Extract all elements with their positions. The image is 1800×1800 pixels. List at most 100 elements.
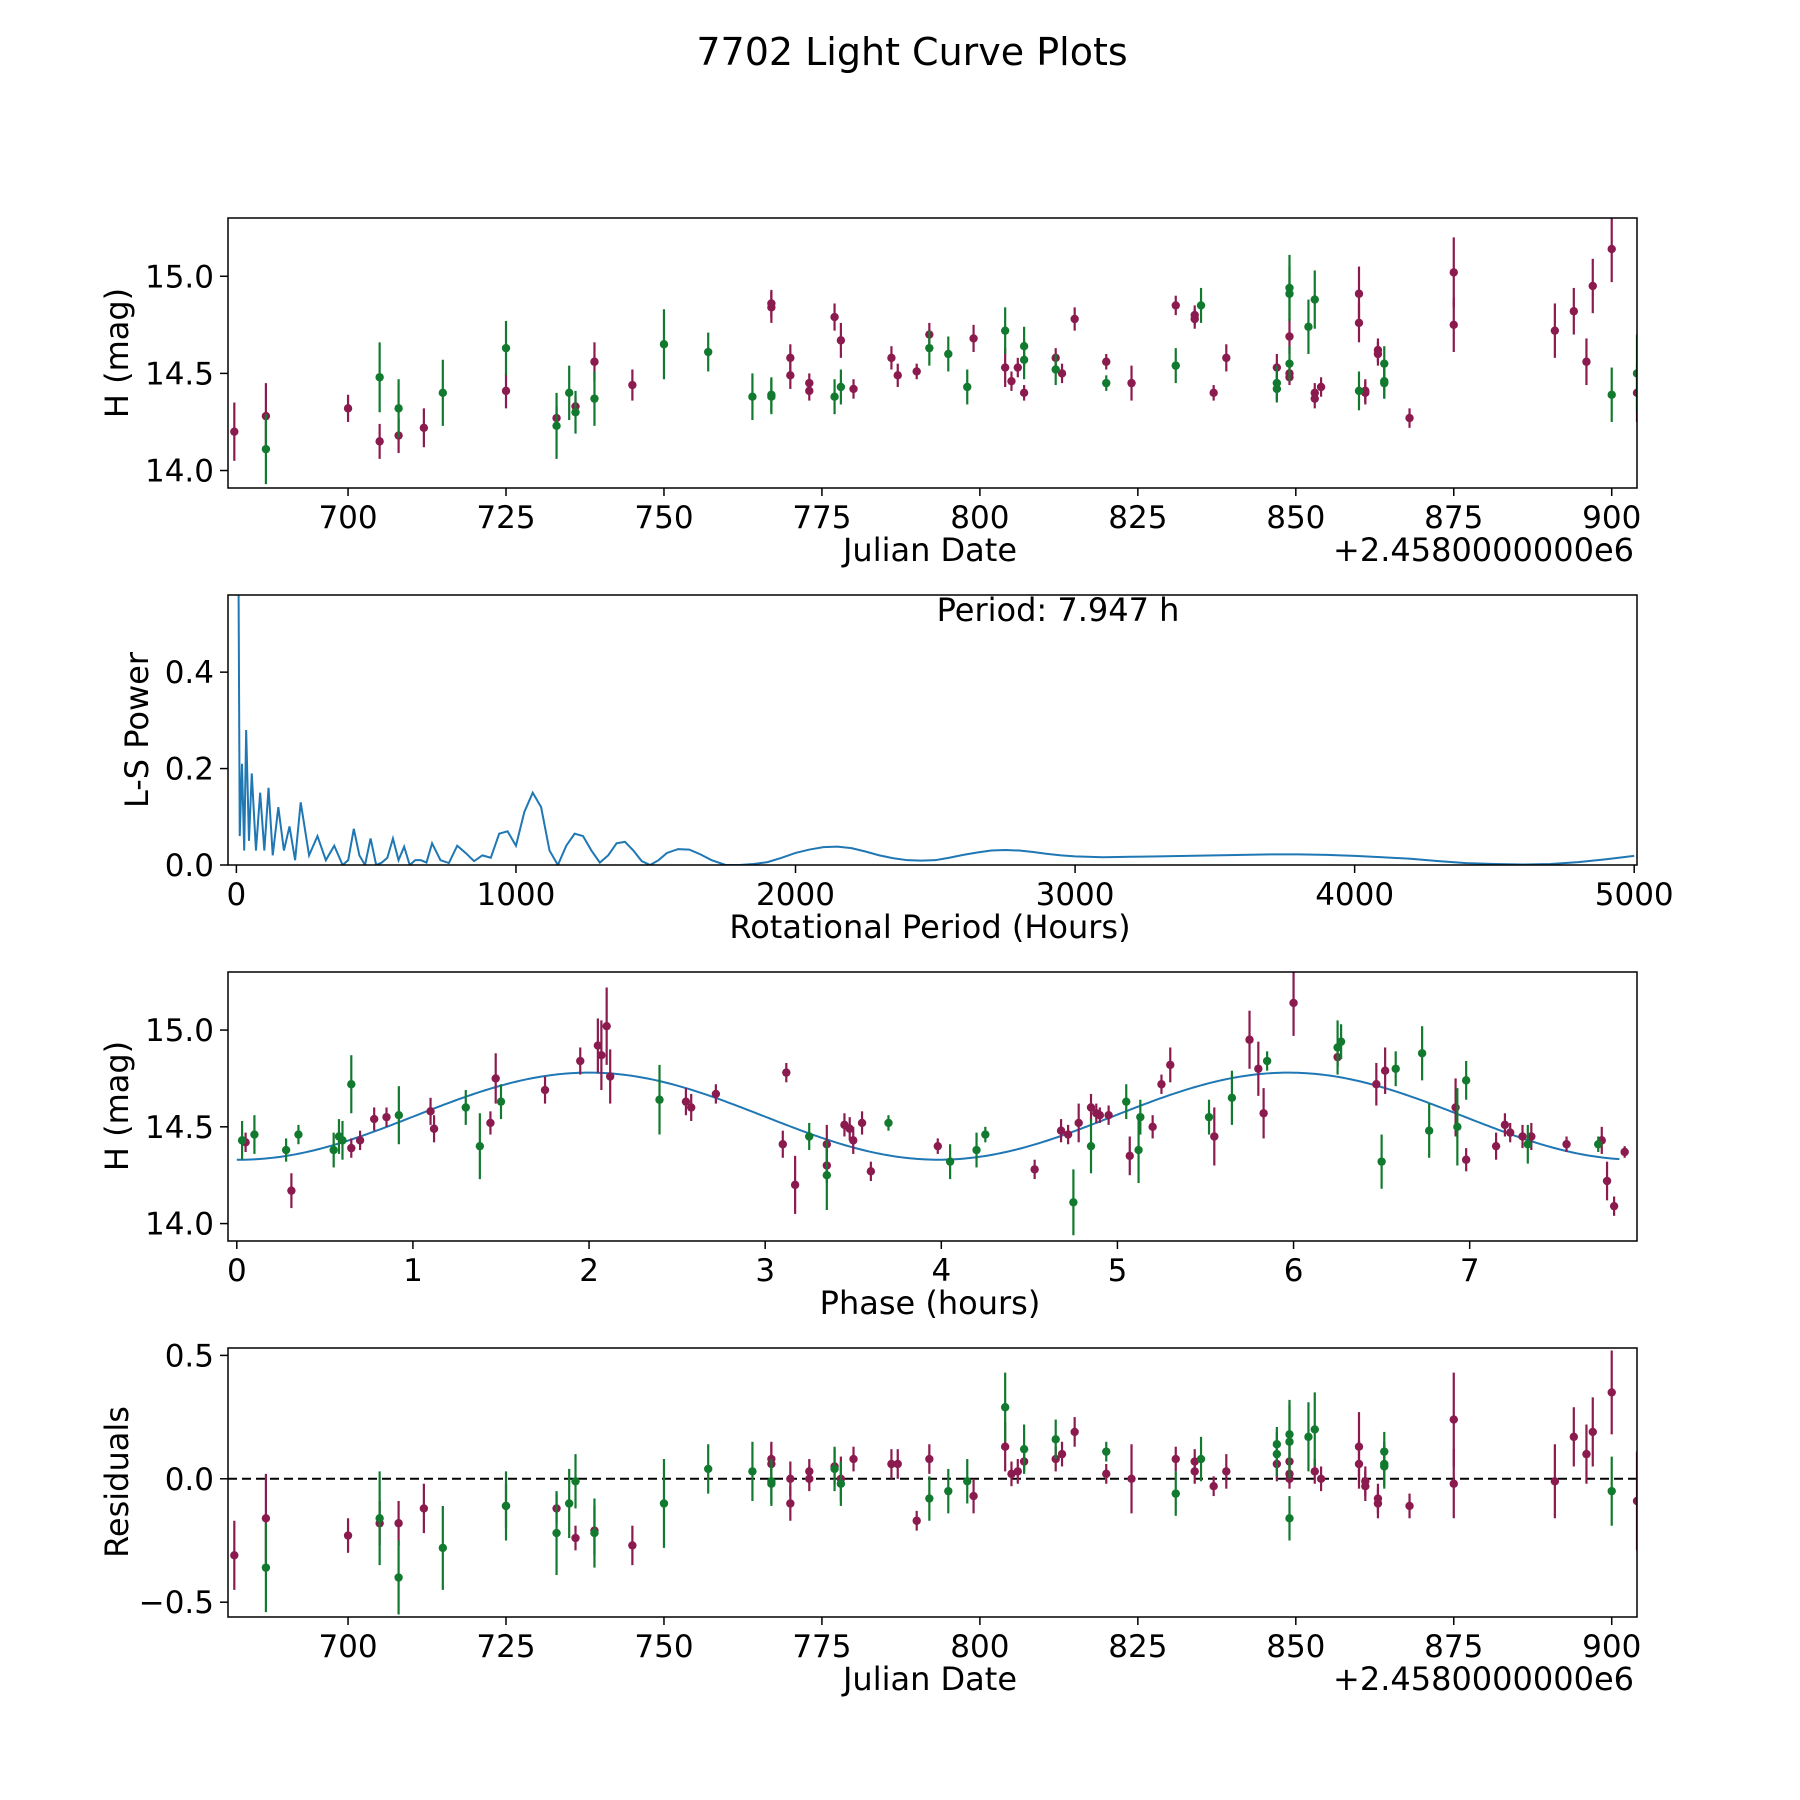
green-data-point	[944, 336, 953, 372]
green-data-point	[438, 1505, 448, 1590]
data-marker	[564, 388, 574, 398]
red-data-point	[540, 1076, 550, 1104]
red-data-point	[1222, 344, 1231, 372]
data-marker	[925, 1494, 934, 1503]
data-marker	[1171, 1454, 1180, 1464]
green-data-point	[1523, 1124, 1533, 1164]
data-marker	[1056, 1126, 1066, 1135]
data-marker	[375, 437, 384, 446]
data-marker	[1582, 1449, 1591, 1459]
data-marker	[1361, 1482, 1370, 1491]
data-marker	[1070, 314, 1079, 324]
residuals-panel: 700 725 750 775 800 825 850 875 900 −0.5 0.0 0.5	[139, 1338, 1642, 1665]
green-data-point	[294, 1124, 303, 1145]
data-marker	[1171, 1489, 1180, 1498]
data-marker	[659, 1499, 669, 1508]
green-data-point	[1380, 367, 1389, 399]
green-data-point	[552, 392, 561, 459]
green-data-point	[1424, 1103, 1434, 1158]
green-data-point	[590, 1498, 599, 1568]
red-data-point	[887, 1449, 896, 1479]
data-marker	[1391, 1064, 1400, 1073]
data-marker	[1227, 1093, 1237, 1102]
green-data-point	[1196, 287, 1206, 323]
red-data-point	[849, 379, 858, 399]
red-data-point	[1209, 1476, 1218, 1497]
lightcurve-x-offset: +2.4580000000e6	[1333, 531, 1634, 569]
data-marker	[1190, 314, 1199, 324]
data-marker	[1449, 268, 1458, 277]
lightcurve-axes-frame	[227, 217, 1638, 489]
red-data-point	[933, 1138, 942, 1154]
data-marker	[933, 1141, 942, 1151]
red-data-point	[1086, 1093, 1096, 1122]
green-data-point	[822, 1140, 832, 1211]
data-marker	[571, 1533, 580, 1543]
data-marker	[1171, 361, 1180, 370]
red-data-point	[1588, 1397, 1597, 1467]
red-data-point	[1500, 1113, 1510, 1137]
red-data-point	[887, 346, 896, 370]
data-marker	[1102, 1469, 1111, 1479]
red-data-point	[1019, 385, 1029, 401]
data-marker	[1518, 1132, 1527, 1141]
data-marker	[237, 1136, 247, 1145]
green-data-point	[347, 1055, 356, 1114]
data-marker	[1070, 1427, 1079, 1437]
data-marker	[1086, 1103, 1096, 1112]
green-data-point	[1134, 1117, 1143, 1183]
data-marker	[419, 423, 429, 432]
data-marker	[786, 1499, 795, 1508]
y-tick-label: −0.5	[139, 1585, 214, 1621]
red-data-point	[1461, 1148, 1471, 1172]
data-marker	[830, 1464, 839, 1474]
data-marker	[786, 353, 795, 363]
data-marker	[1588, 1427, 1597, 1437]
green-data-point	[659, 309, 669, 380]
data-marker	[394, 404, 403, 413]
data-marker	[1361, 388, 1370, 398]
data-marker	[369, 1114, 379, 1124]
red-data-point	[628, 1525, 637, 1566]
data-marker	[1262, 1056, 1272, 1066]
red-data-point	[1070, 307, 1079, 331]
green-data-point	[1594, 1136, 1603, 1152]
data-marker	[887, 1459, 896, 1469]
data-marker	[1190, 1457, 1199, 1466]
green-data-point	[375, 1471, 384, 1566]
x-tick-label: 775	[792, 500, 851, 536]
green-data-point	[1102, 375, 1111, 391]
data-marker	[1304, 322, 1313, 331]
green-data-point	[1417, 1026, 1427, 1081]
x-tick-label: 4	[931, 1253, 951, 1289]
data-marker	[767, 390, 776, 399]
red-data-point	[1070, 1417, 1079, 1447]
x-tick-label: 725	[476, 500, 535, 536]
green-data-point	[963, 1459, 972, 1504]
green-data-point	[767, 1459, 776, 1504]
red-data-point	[1569, 287, 1579, 335]
data-marker	[1210, 1132, 1219, 1141]
red-data-point	[1405, 408, 1414, 428]
data-marker	[703, 1464, 713, 1474]
periodogram-line	[237, 595, 1635, 865]
data-marker	[944, 349, 953, 359]
data-marker	[767, 299, 776, 308]
x-tick-label: 750	[634, 1629, 693, 1665]
x-tick-label: 850	[1266, 500, 1325, 536]
phased-xlabel: Phase (hours)	[820, 1284, 1041, 1322]
data-marker	[1310, 1425, 1319, 1434]
data-marker	[1063, 1130, 1073, 1139]
red-data-point	[1057, 363, 1067, 384]
data-marker	[501, 386, 511, 396]
red-data-point	[1449, 237, 1458, 308]
data-marker	[805, 378, 814, 388]
data-marker	[767, 1477, 776, 1486]
green-data-point	[659, 1459, 669, 1548]
data-marker	[1582, 357, 1591, 366]
green-data-point	[1000, 307, 1010, 354]
red-data-point	[1056, 1119, 1066, 1143]
data-marker	[1095, 1111, 1105, 1120]
data-marker	[849, 1136, 858, 1145]
data-marker	[1102, 378, 1111, 388]
